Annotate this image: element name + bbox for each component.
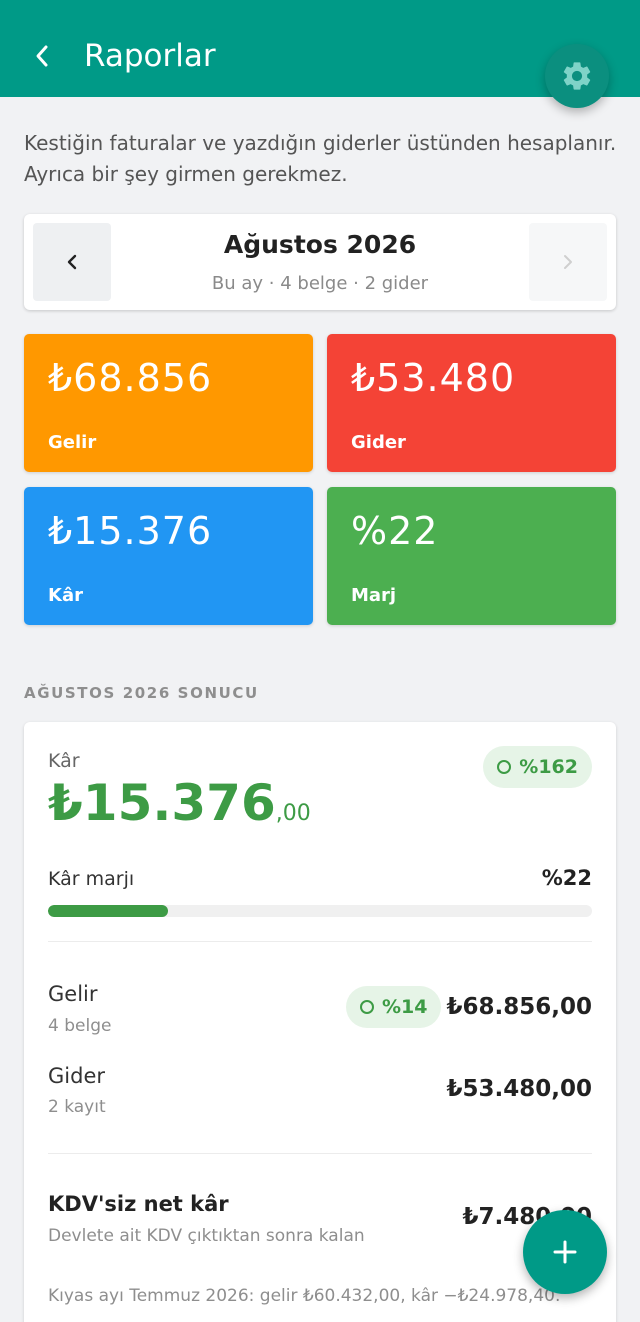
previous-month-button[interactable] (33, 223, 111, 301)
profit-label: Kâr (48, 585, 83, 606)
month-name: Ağustos 2026 (223, 230, 417, 259)
add-button[interactable] (523, 1210, 607, 1294)
margin-value: %22 (541, 866, 592, 890)
income-row-title: Gelir (48, 982, 98, 1006)
profit-change-badge: %162 (483, 746, 592, 788)
section-title: AĞUSTOS 2026 SONUCU (24, 684, 259, 702)
chevron-right-icon (564, 255, 572, 269)
expense-row-value: ₺53.480,00 (446, 1076, 592, 1102)
circle-icon (497, 760, 512, 774)
page-title: Raporlar (84, 38, 216, 74)
profit-value: ₺15.376 (48, 509, 213, 553)
income-tile[interactable]: ₺68.856 Gelir (24, 334, 313, 472)
profit-amount-integer: ₺15.376 (48, 774, 276, 832)
expense-tile[interactable]: ₺53.480 Gider (327, 334, 616, 472)
net-profit-title: KDV'siz net kâr (48, 1192, 229, 1216)
intro-text: Kestiğin faturalar ve yazdığın giderler … (24, 131, 617, 186)
circle-icon (360, 1000, 374, 1014)
income-row-value: ₺68.856,00 (446, 994, 592, 1020)
chevron-left-icon (36, 45, 48, 67)
expense-label: Gider (351, 432, 406, 453)
app-bar: Raporlar (0, 0, 640, 97)
income-change-badge: %14 (346, 986, 442, 1028)
profit-heading: Kâr (48, 750, 80, 772)
profit-tile[interactable]: ₺15.376 Kâr (24, 487, 313, 625)
result-card: Kâr ₺15.376,00 %162 Kâr marjı %22 Gelir … (24, 722, 616, 1322)
income-change-value: %14 (382, 996, 428, 1018)
month-summary: Bu ay · 4 belge · 2 gider (211, 273, 429, 294)
month-selector: Ağustos 2026 Bu ay · 4 belge · 2 gider (24, 214, 616, 310)
margin-progress-fill (48, 905, 168, 917)
gear-icon (563, 62, 591, 90)
margin-label: Marj (351, 585, 397, 606)
expense-value: ₺53.480 (351, 356, 516, 400)
margin-label: Kâr marjı (48, 868, 135, 890)
income-value: ₺68.856 (48, 356, 213, 400)
profit-amount: ₺15.376,00 (48, 774, 311, 832)
margin-progress-bar (48, 905, 592, 917)
income-label: Gelir (48, 432, 97, 453)
comparison-note: Kıyas ayı Temmuz 2026: gelir ₺60.432,00,… (48, 1286, 561, 1306)
profit-amount-decimal: ,00 (275, 801, 311, 826)
expense-row-title: Gider (48, 1064, 105, 1088)
divider (48, 941, 592, 942)
back-button[interactable] (28, 36, 56, 76)
settings-button[interactable] (545, 44, 609, 108)
chevron-left-icon (67, 254, 77, 270)
plus-icon (553, 1240, 577, 1264)
margin-value: %22 (351, 509, 439, 553)
income-row-count: 4 belge (48, 1016, 112, 1036)
profit-change-value: %162 (519, 756, 578, 778)
expense-row-count: 2 kayıt (48, 1097, 106, 1117)
net-profit-description: Devlete ait KDV çıktıktan sonra kalan (48, 1226, 365, 1246)
divider (48, 1153, 592, 1154)
margin-tile[interactable]: %22 Marj (327, 487, 616, 625)
next-month-button[interactable] (529, 223, 607, 301)
